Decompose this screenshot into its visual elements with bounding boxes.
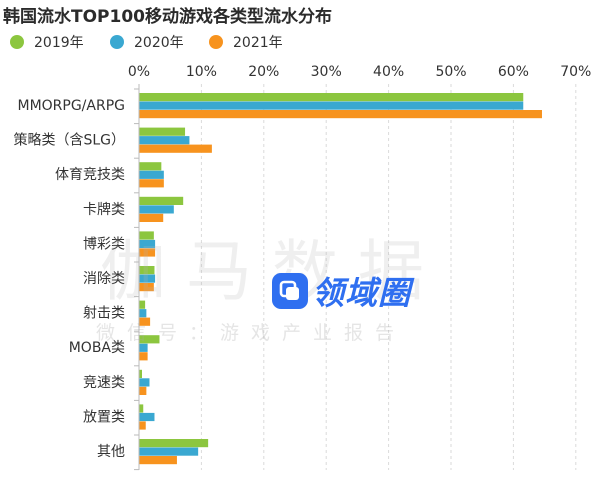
bar-2021: [139, 110, 542, 119]
bar-2020: [139, 274, 156, 283]
legend-label-2019: 2019年: [34, 35, 84, 51]
bar-2019: [139, 300, 146, 309]
legend-swatch-2021: [209, 35, 223, 49]
x-tick-label: 40%: [373, 64, 404, 80]
bar-2019: [139, 231, 154, 240]
bar-2021: [139, 144, 212, 153]
bar-2019: [139, 369, 142, 378]
bar-2020: [139, 378, 150, 387]
category-label: 消除类: [83, 271, 125, 287]
category-label: MOBA类: [69, 340, 125, 356]
bar-2021: [139, 248, 156, 257]
category-label: 博彩类: [83, 235, 125, 252]
category-label: MMORPG/ARPG: [17, 98, 125, 114]
bar-2019: [139, 439, 209, 448]
chart-title: 韩国流水TOP100移动游戏各类型流水分布: [3, 7, 332, 27]
bar-2021: [139, 317, 151, 326]
category-label: 策略类（含SLG）: [13, 132, 125, 149]
bar-2019: [139, 93, 524, 102]
x-tick-label: 70%: [560, 64, 591, 80]
bar-2020: [139, 101, 524, 110]
bar-2021: [139, 283, 154, 292]
legend-item-2021: 2021年: [209, 32, 283, 52]
bar-2019: [139, 127, 186, 136]
category-label: 体育竞技类: [55, 166, 125, 183]
bar-2020: [139, 170, 164, 179]
x-tick-label: 10%: [186, 64, 217, 80]
x-tick-label: 20%: [248, 64, 279, 80]
x-tick-label: 60%: [498, 64, 529, 80]
bar-2020: [139, 136, 190, 145]
bar-2019: [139, 335, 160, 344]
legend-swatch-2019: [10, 35, 24, 49]
bar-2021: [139, 456, 177, 465]
bar-2019: [139, 196, 184, 205]
bar-2020: [139, 447, 199, 456]
category-label: 竞速类: [83, 374, 125, 391]
bar-2021: [139, 421, 146, 430]
bar-2019: [139, 162, 162, 171]
legend-label-2021: 2021年: [233, 35, 283, 51]
bar-2021: [139, 386, 147, 395]
bar-2021: [139, 179, 164, 188]
bar-2021: [139, 213, 164, 222]
legend: 2019年 2020年 2021年: [0, 32, 600, 52]
bar-2019: [139, 266, 155, 275]
category-label: 其他: [97, 444, 125, 460]
bar-2020: [139, 205, 174, 214]
bar-2020: [139, 309, 147, 318]
legend-item-2020: 2020年: [110, 32, 184, 52]
x-tick-label: 50%: [435, 64, 466, 80]
x-tick-label: 0%: [128, 64, 150, 80]
bar-2020: [139, 239, 156, 249]
legend-swatch-2020: [110, 35, 124, 49]
legend-label-2020: 2020年: [134, 35, 184, 51]
bar-2020: [139, 412, 155, 422]
legend-item-2019: 2019年: [10, 32, 84, 52]
category-label: 卡牌类: [83, 201, 125, 218]
category-label: 射击类: [83, 306, 125, 322]
x-tick-label: 30%: [311, 64, 342, 80]
bar-2020: [139, 343, 148, 352]
bar-2021: [139, 352, 148, 361]
bar-2019: [139, 404, 144, 413]
category-label: 放置类: [83, 409, 125, 425]
